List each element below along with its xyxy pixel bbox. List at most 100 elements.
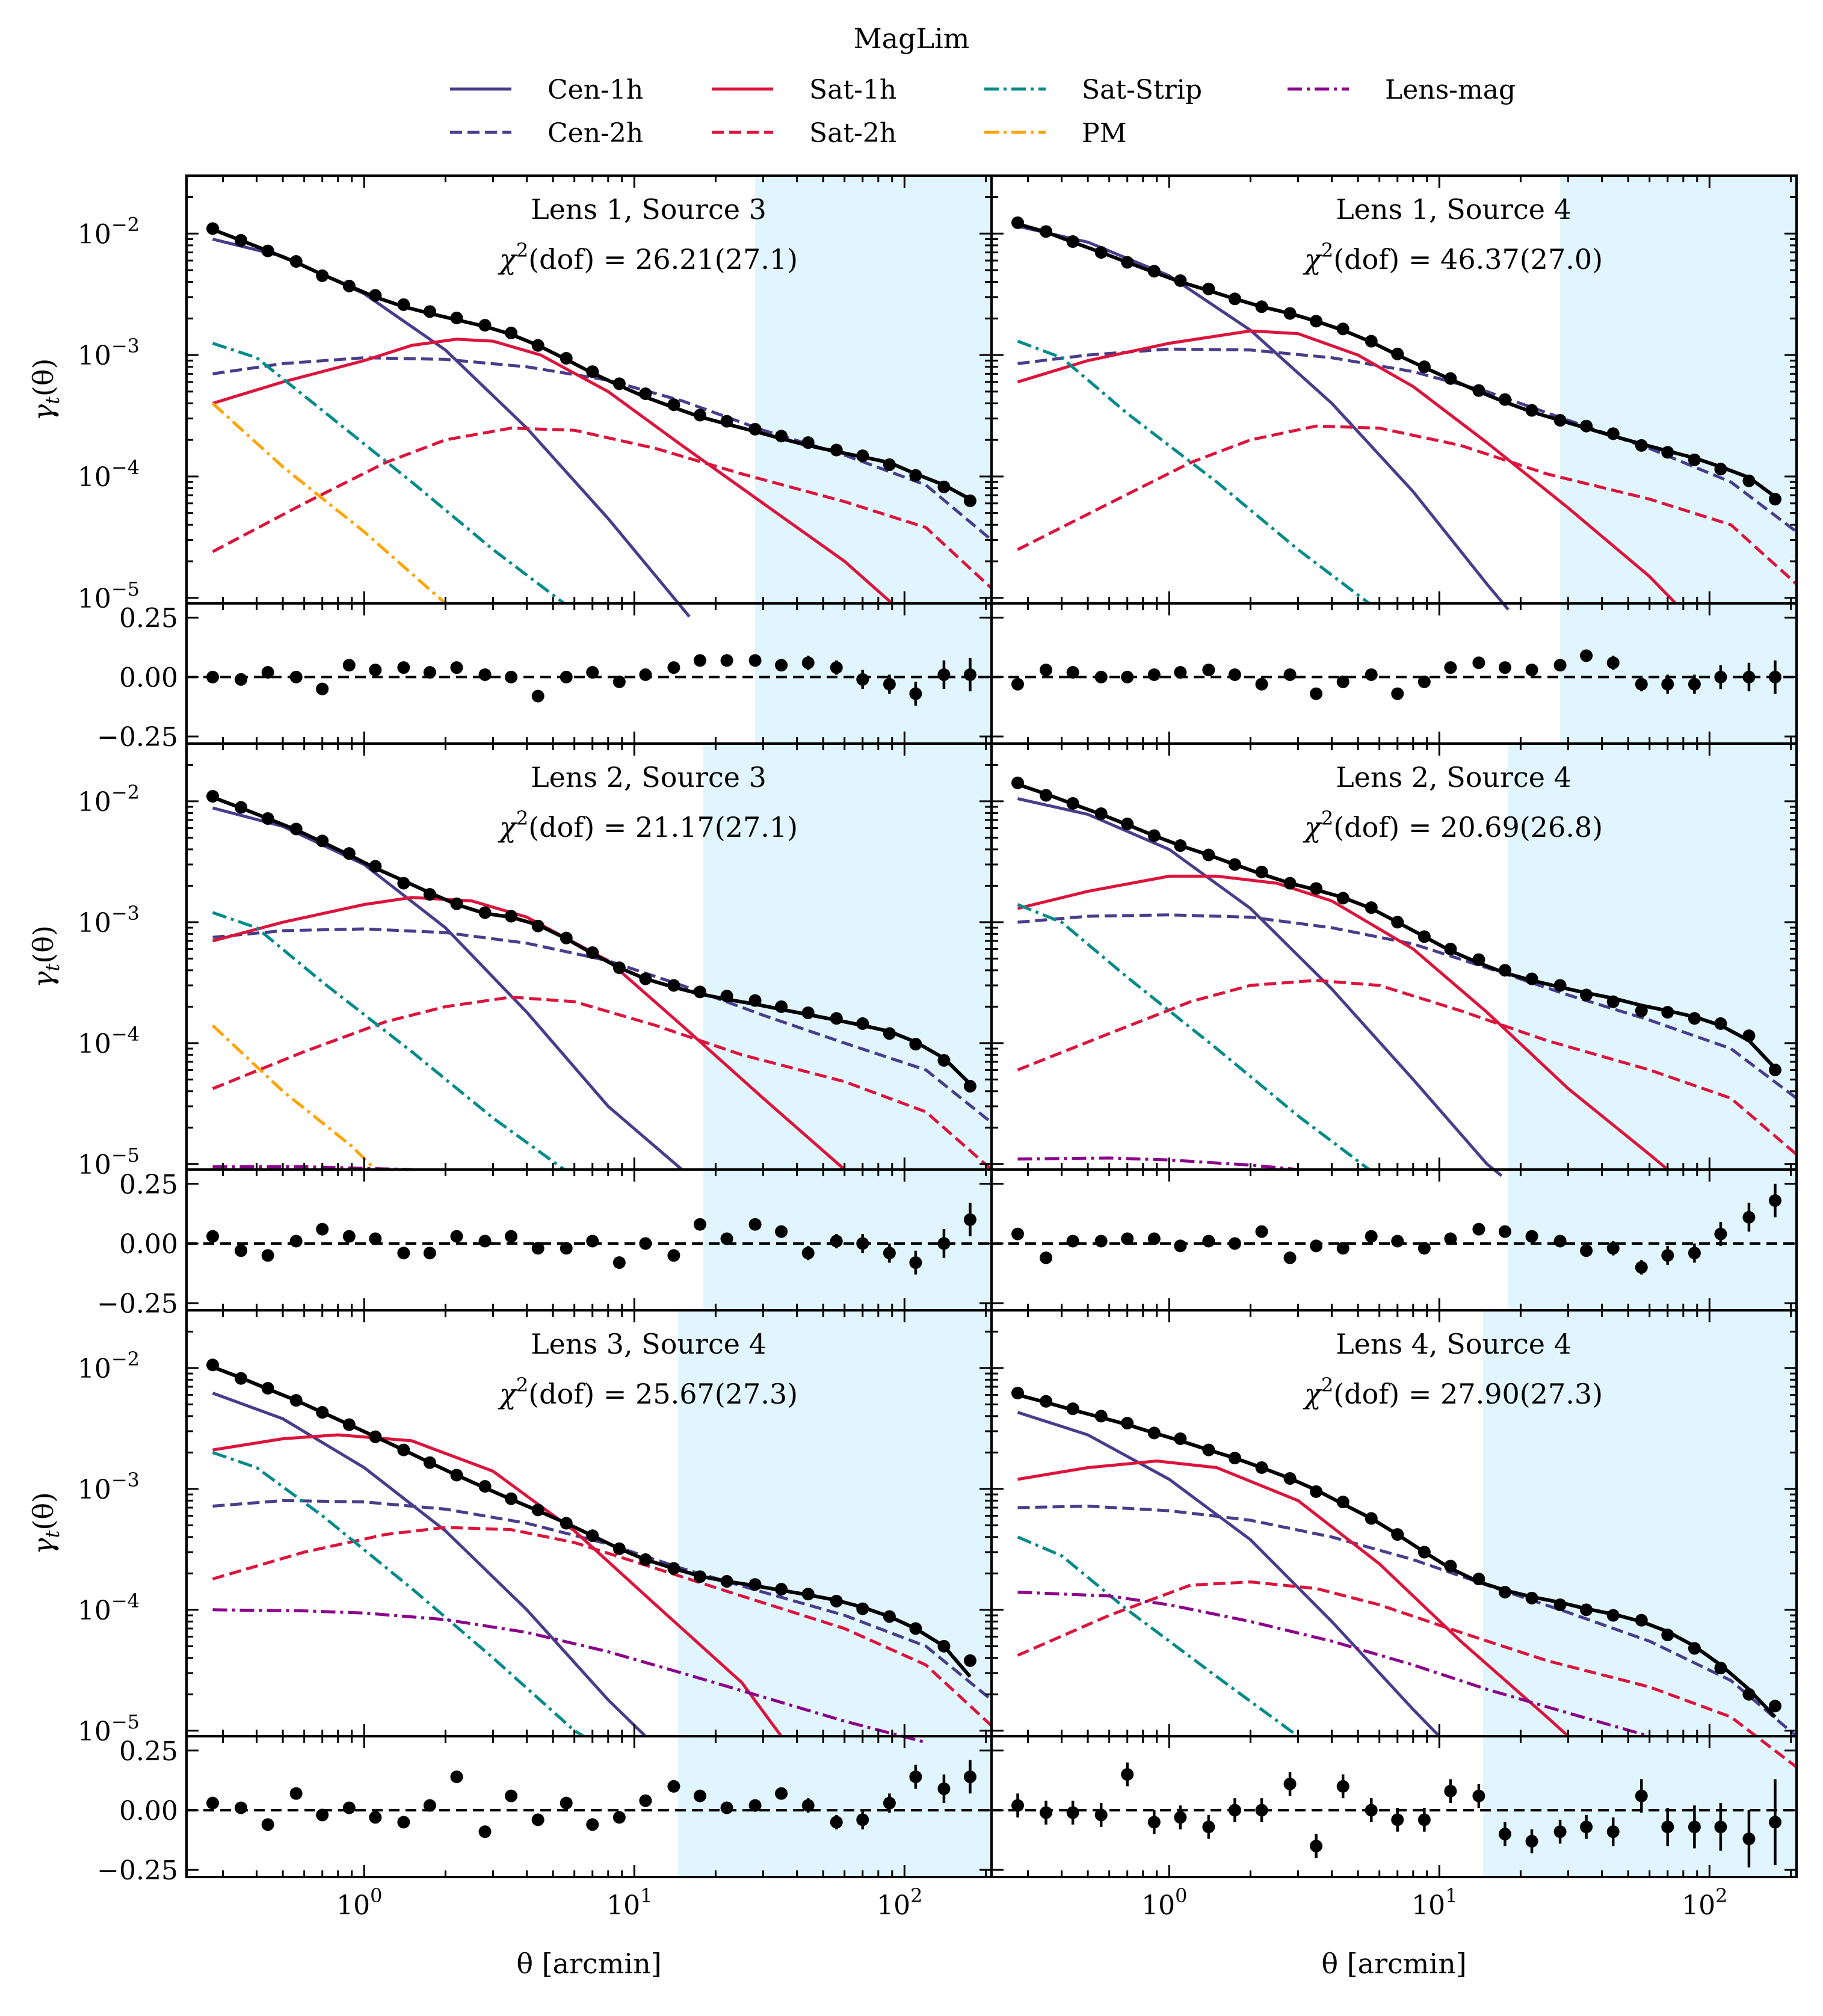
residual-point: [342, 1801, 356, 1814]
data-point: [1553, 1598, 1567, 1612]
residual-point: [1635, 677, 1648, 691]
x-tick-base: 10: [1411, 1890, 1445, 1921]
residual-point: [1147, 1232, 1161, 1245]
x-tick-label: 100: [1141, 1884, 1187, 1921]
y-tick-exponent: −2: [111, 781, 140, 804]
residual-point: [206, 1796, 220, 1810]
data-point: [693, 408, 706, 422]
residual-point: [856, 1237, 869, 1250]
resid-tick-label: 0.25: [119, 603, 178, 634]
data-point: [1553, 979, 1567, 992]
curve-sat1h: [212, 1433, 783, 1737]
residual-point: [1228, 668, 1241, 681]
residual-point: [693, 654, 706, 667]
residual-point: [1472, 656, 1485, 670]
y-tick-label: 10−4: [78, 456, 140, 493]
residual-point: [775, 1787, 788, 1800]
data-point: [1606, 1609, 1620, 1622]
data-point: [667, 398, 680, 412]
residual-point: [1094, 1808, 1108, 1822]
data-point: [1391, 347, 1404, 360]
data-point: [1174, 274, 1187, 287]
chi2-value: 46.37(27.0): [1440, 243, 1603, 276]
data-point: [1768, 1063, 1781, 1076]
residual-point: [423, 666, 436, 679]
y-tick-base: 10: [78, 1595, 111, 1626]
data-point: [1417, 1546, 1431, 1559]
plot-area: [992, 776, 1797, 1275]
panel-4: Lens 2, Source 4 χ2(dof) = 20.69(26.8): [990, 742, 1798, 1312]
residual-point: [1336, 1242, 1350, 1255]
residual-point: [1580, 1244, 1593, 1257]
legend-label-sat1h: Sat-1h: [809, 75, 896, 105]
residual-point: [720, 1801, 733, 1814]
y-tick-exponent: −3: [111, 334, 140, 357]
residual-point: [1525, 664, 1538, 677]
data-point: [342, 279, 356, 292]
x-ticks: [992, 742, 1797, 1310]
data-point: [342, 1418, 356, 1431]
data-point: [1283, 1472, 1297, 1485]
residual-point: [1417, 1813, 1431, 1826]
data-point: [1498, 393, 1511, 406]
residual-point: [639, 1794, 652, 1807]
panel-2: Lens 1, Source 4 χ2(dof) = 46.37(27.0): [990, 174, 1798, 745]
curve-cen1h: [212, 806, 683, 1171]
y-tick-label: 10−5: [78, 1710, 140, 1747]
data-point: [1011, 1387, 1025, 1400]
residual-point: [1011, 1799, 1025, 1812]
data-point: [505, 1492, 518, 1505]
data-point: [505, 910, 518, 923]
chi2-exponent: 2: [1321, 807, 1333, 830]
residual-point: [1011, 1227, 1025, 1241]
data-point: [1635, 1004, 1648, 1017]
residual-point: [450, 1770, 463, 1783]
residual-point: [1040, 1251, 1053, 1265]
residual-point: [1768, 1194, 1781, 1207]
chi2-symbol: χ: [498, 811, 518, 843]
residual-point: [1661, 1820, 1674, 1834]
residual-point: [206, 670, 220, 683]
chi2-symbol: χ: [1303, 811, 1323, 843]
data-point: [586, 946, 599, 959]
data-point: [1094, 1410, 1108, 1423]
chi2-dof-label: (dof) =: [1333, 1378, 1440, 1410]
curve-cen2h: [212, 1499, 992, 1701]
residual-point: [1606, 1825, 1620, 1839]
curve-satstrip: [212, 911, 566, 1171]
residual-point: [775, 1225, 788, 1238]
residual-point: [316, 682, 329, 695]
panel-title: Lens 2, Source 4: [1336, 761, 1572, 794]
data-point: [720, 415, 733, 428]
residual-point: [1580, 1820, 1593, 1834]
residual-point: [1365, 668, 1378, 681]
y-tick-label: 10−5: [78, 578, 140, 614]
residual-point: [1606, 656, 1620, 670]
data-point: [1688, 1642, 1701, 1655]
data-point: [397, 877, 410, 890]
data-point: [1094, 807, 1108, 820]
residual-point: [1040, 1806, 1053, 1819]
data-point: [1283, 877, 1297, 890]
y-tick-label: 10−3: [78, 334, 140, 371]
data-point: [1742, 1688, 1756, 1701]
curve-satstrip: [212, 1451, 585, 1738]
chi2-dof-label: (dof) =: [1333, 811, 1440, 843]
data-point: [1417, 360, 1431, 374]
residual-point: [612, 675, 626, 688]
curve-cen2h: [212, 927, 992, 1124]
y-label-argument: (θ): [27, 925, 60, 964]
chi2-annotation: χ2(dof) = 25.67(27.3): [498, 1373, 798, 1410]
data-point: [289, 1394, 303, 1407]
data-point: [830, 443, 843, 457]
residual-point: [1147, 668, 1161, 681]
chi2-symbol: χ: [498, 1378, 518, 1410]
data-point: [369, 860, 382, 873]
curve-sat2h: [1017, 424, 1797, 585]
data-point: [1391, 916, 1404, 929]
residual-point: [1255, 1804, 1268, 1817]
y-tick-label: 10−3: [78, 902, 140, 939]
residual-point: [1365, 1804, 1378, 1817]
y-tick-label: 10−2: [78, 781, 140, 818]
